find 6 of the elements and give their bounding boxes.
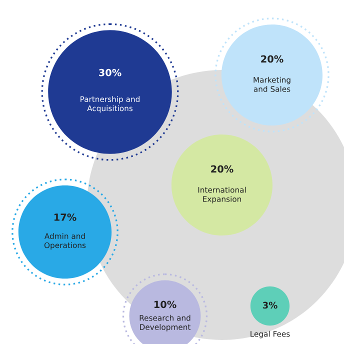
data-label: 10% — [154, 300, 176, 308]
data-label: 30% — [99, 68, 122, 76]
data-label: 17% — [54, 213, 76, 221]
data-label: 3% — [262, 302, 278, 309]
data-label: 20% — [261, 55, 284, 63]
data-label: 20% — [211, 165, 234, 173]
